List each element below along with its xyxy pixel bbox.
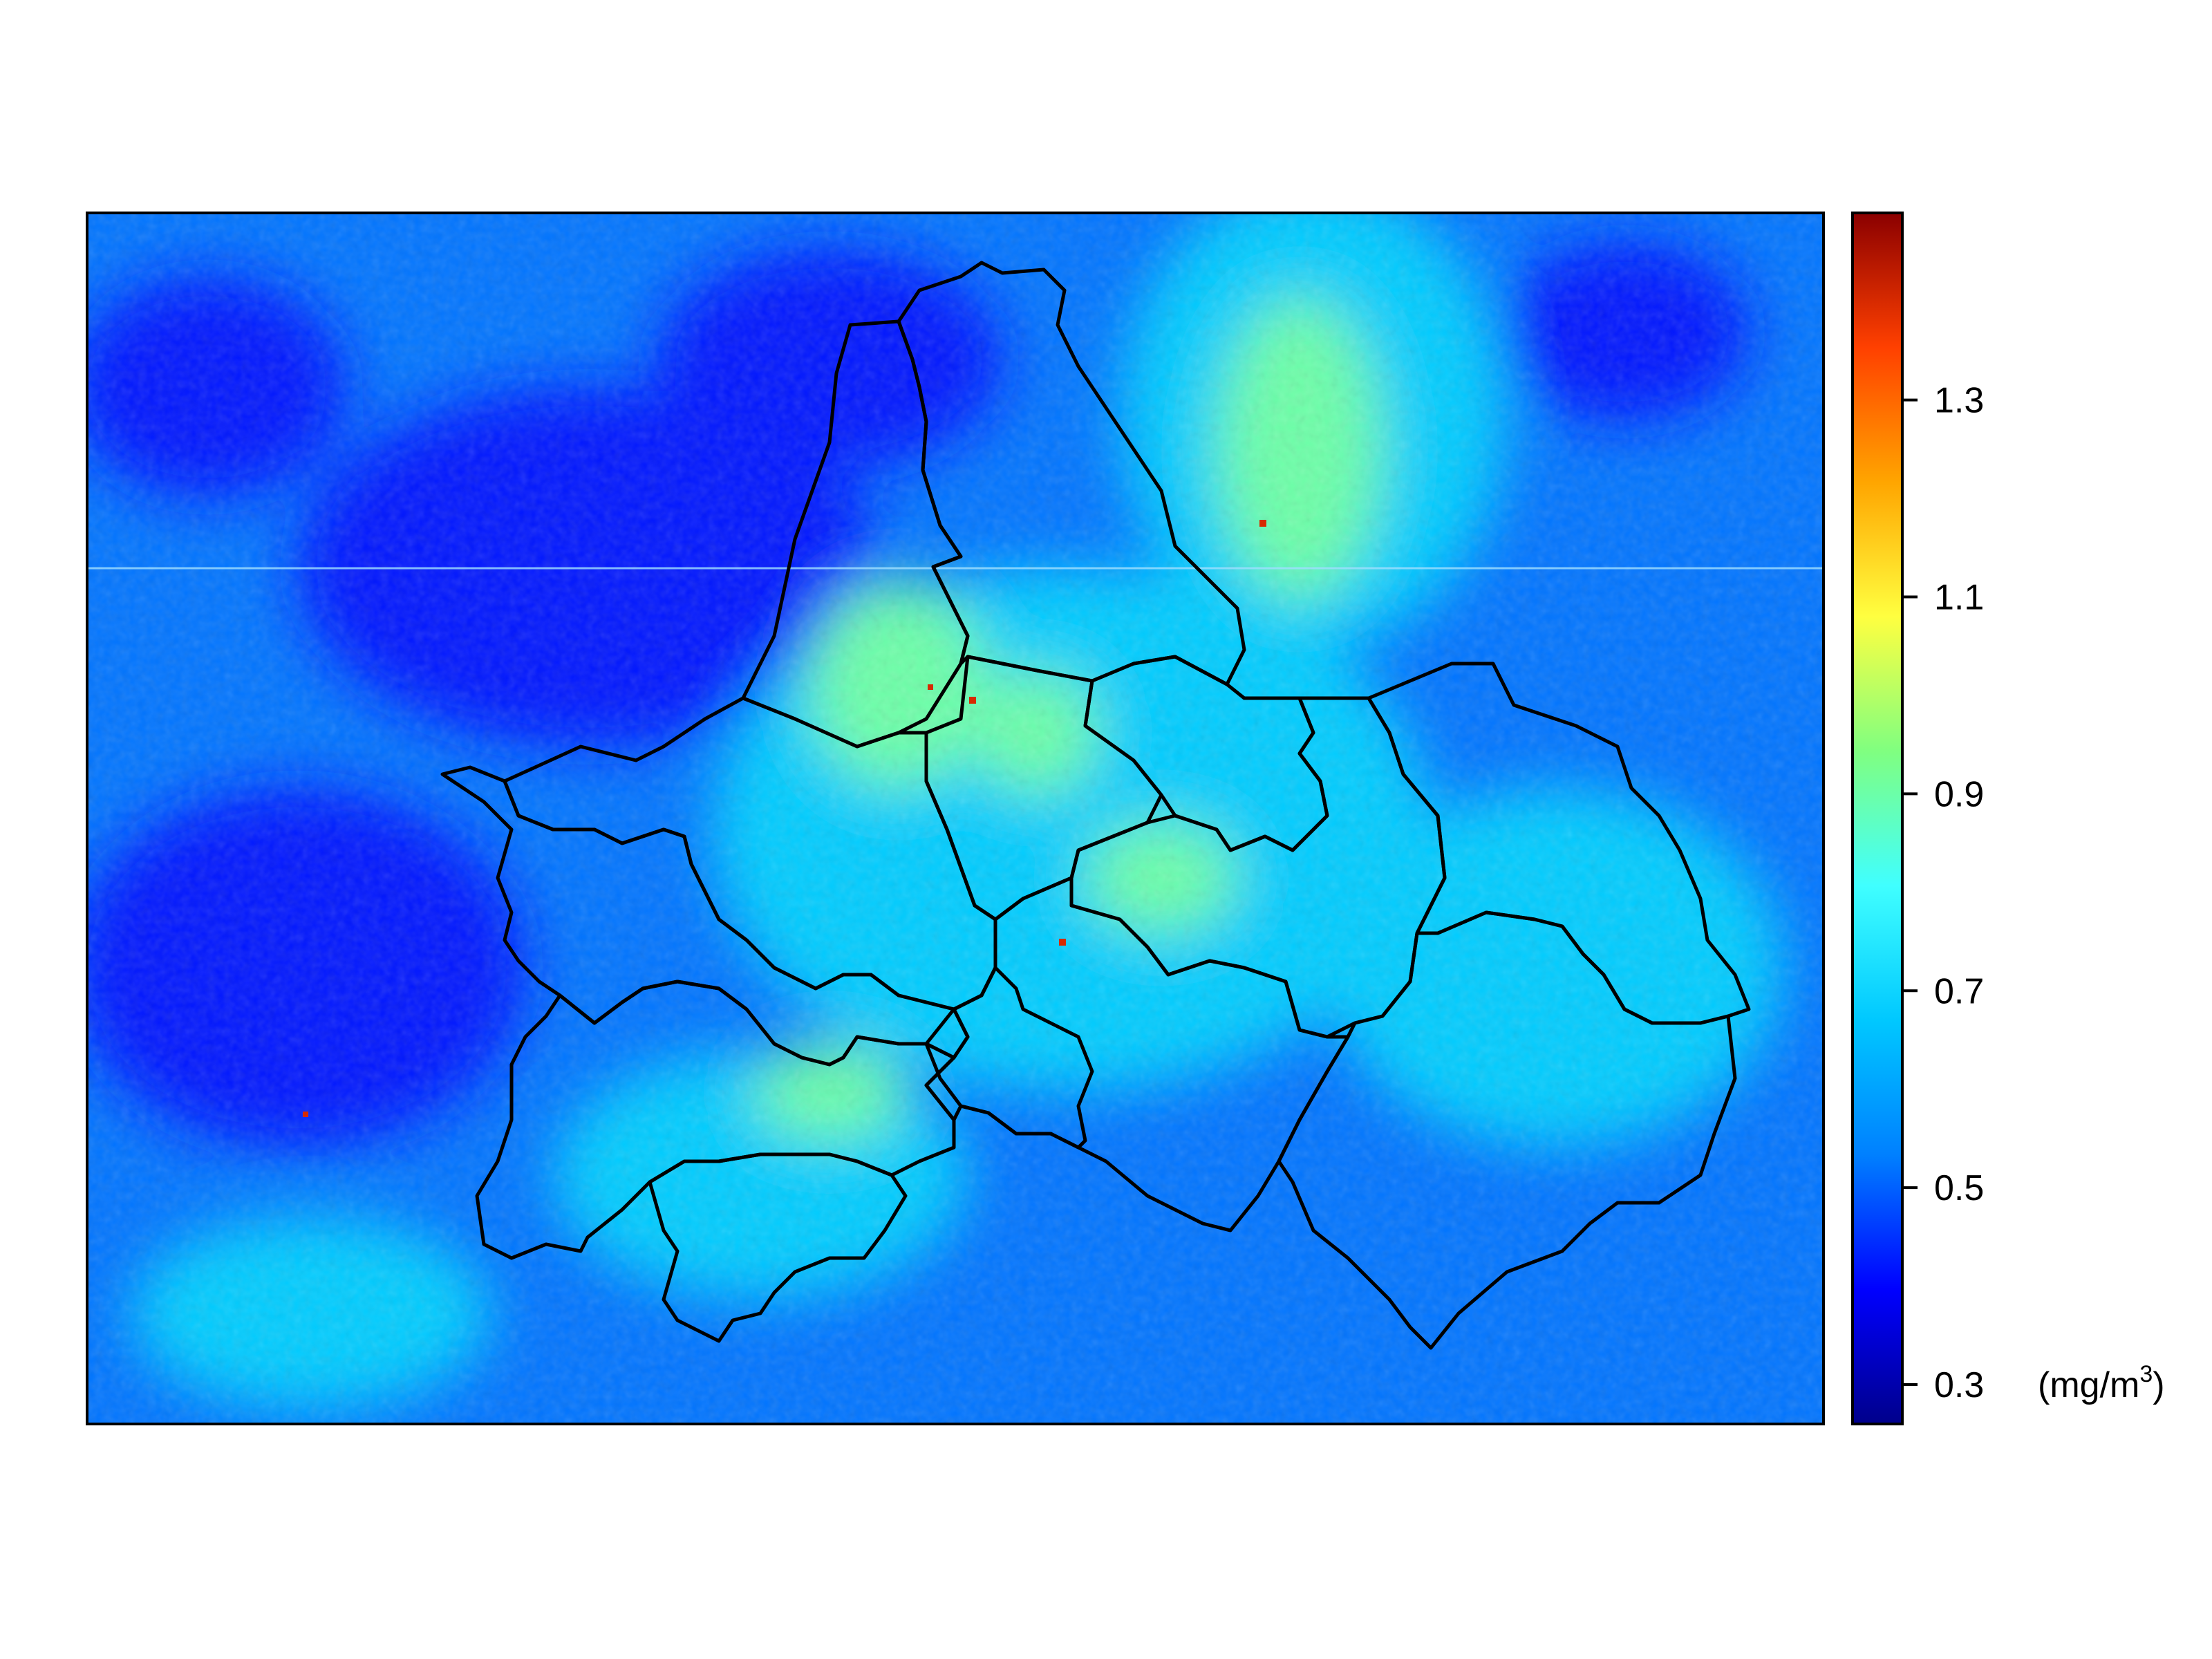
colorbar-tick-label: 0.3: [1934, 1365, 1984, 1405]
map-panel: [87, 213, 1824, 1424]
map-frame: [86, 212, 1825, 1425]
colorbar-tick-label: 0.5: [1934, 1168, 1984, 1208]
colorbar-unit: (mg/m3): [2038, 1361, 2165, 1405]
colorbar-tick-label: 1.1: [1934, 578, 1984, 618]
colorbar-tick-label: 1.3: [1934, 381, 1984, 421]
district-boundary: [924, 876, 1350, 1232]
colorbar-ticks: 1.3 1.1 0.9 0.7 0.5 0.3: [1902, 381, 1984, 1405]
hotspot-marker: [1059, 939, 1066, 946]
colorbar-frame: [1851, 212, 1904, 1425]
district-boundary: [924, 966, 1094, 1150]
map-texture: [87, 213, 1824, 1424]
colorbar-tick-label: 0.9: [1934, 774, 1984, 814]
unit-superscript: 3: [2139, 1361, 2153, 1387]
hotspots: [303, 520, 1266, 1117]
unit-prefix: (mg/m: [2038, 1365, 2139, 1405]
colorbar-ramp: [1853, 213, 1902, 1424]
colorbar-tick-label: 0.7: [1934, 971, 1984, 1011]
district-boundaries: [440, 261, 1751, 1350]
hotspot-marker: [1259, 520, 1266, 527]
hotspot-marker: [969, 697, 976, 704]
hotspot-marker: [928, 684, 933, 690]
district-boundary: [648, 1152, 908, 1343]
unit-suffix: ): [2153, 1365, 2164, 1405]
colorbar: 1.3 1.1 0.9 0.7 0.5 0.3 (mg/m3): [1851, 212, 2165, 1425]
hotspot-marker: [303, 1112, 308, 1117]
